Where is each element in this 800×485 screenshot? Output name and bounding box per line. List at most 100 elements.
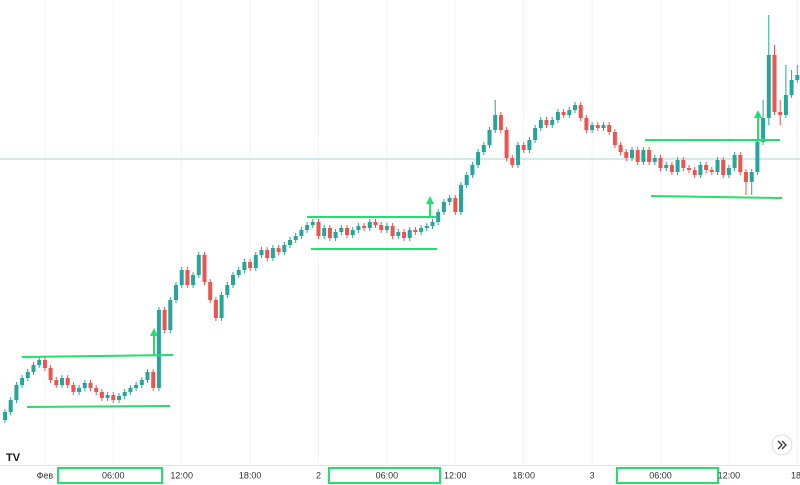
- candle-body: [732, 155, 737, 168]
- candle-body: [744, 172, 748, 182]
- candle-body: [647, 150, 652, 162]
- x-tick-label: 3: [590, 470, 595, 480]
- candle-body: [350, 230, 355, 235]
- scroll-button[interactable]: [771, 434, 793, 456]
- candle-body: [202, 255, 207, 282]
- candle-body: [156, 310, 161, 388]
- candle-body: [362, 226, 367, 228]
- candle-body: [185, 270, 190, 285]
- candle-body: [179, 270, 184, 285]
- candle-body: [652, 158, 657, 162]
- candle-body: [88, 383, 93, 388]
- x-tick-label: 18:00: [239, 470, 262, 480]
- candle-body: [624, 152, 629, 158]
- candle-body: [550, 120, 555, 125]
- candle-body: [481, 145, 486, 152]
- candle-body: [174, 285, 178, 300]
- candle-body: [390, 226, 395, 236]
- candle-body: [60, 378, 64, 385]
- candle-body: [669, 165, 674, 172]
- candle-body: [407, 230, 412, 238]
- logo-text: TV: [6, 452, 21, 464]
- candle-body: [231, 275, 235, 285]
- candle-body: [516, 145, 520, 165]
- candle-body: [219, 295, 224, 318]
- candle-body: [590, 125, 595, 130]
- candle-body: [384, 226, 389, 230]
- candle-body: [555, 112, 560, 120]
- candle-body: [607, 125, 612, 132]
- candle-body: [498, 115, 503, 130]
- candle-body: [709, 170, 714, 172]
- x-tick-label: 12:00: [718, 470, 741, 480]
- candle-body: [783, 95, 788, 115]
- candle-body: [77, 388, 82, 392]
- candle-body: [327, 228, 332, 238]
- x-tick-label: 18:: [791, 470, 800, 480]
- highlight-box: [57, 467, 163, 484]
- candle-body: [453, 198, 458, 212]
- candle-body: [692, 170, 697, 175]
- candle-body: [687, 168, 691, 170]
- candle-body: [584, 118, 589, 130]
- candle-body: [213, 300, 218, 318]
- candle-body: [248, 262, 253, 268]
- candle-body: [641, 150, 646, 162]
- candle-body: [367, 222, 372, 228]
- candle-body: [772, 55, 777, 112]
- annotations: [21, 110, 783, 408]
- x-tick-label: 12:00: [444, 470, 467, 480]
- candle-body: [299, 230, 304, 236]
- candle-body: [635, 150, 640, 162]
- x-tick-label: 06:00: [649, 470, 672, 480]
- candle-body: [82, 383, 87, 388]
- candle-body: [681, 160, 686, 168]
- arrow-head: [754, 110, 762, 118]
- x-tick-label: 06:00: [376, 470, 399, 480]
- candle-body: [487, 130, 492, 145]
- candle-body: [436, 212, 441, 222]
- candle-body: [419, 228, 424, 232]
- candle-body: [721, 160, 726, 175]
- arrow-head: [150, 328, 158, 336]
- candle-body: [305, 225, 310, 230]
- candle-body: [521, 145, 526, 150]
- candle-body: [538, 120, 543, 128]
- candle-body: [715, 160, 720, 172]
- candle-body: [789, 80, 794, 95]
- candle-body: [37, 360, 42, 365]
- range-line: [650, 195, 783, 199]
- highlight-box: [328, 467, 441, 484]
- candle-body: [533, 128, 538, 140]
- candle-body: [48, 368, 53, 380]
- highlight-box: [616, 467, 719, 484]
- candle-body: [476, 152, 481, 165]
- candle-body: [71, 385, 76, 392]
- candle-body: [373, 222, 378, 225]
- x-tick-label: 18:00: [512, 470, 535, 480]
- candle-body: [339, 228, 344, 232]
- candle-body: [738, 155, 743, 172]
- candle-body: [493, 115, 498, 130]
- candle-body: [253, 255, 258, 268]
- candle-body: [288, 240, 292, 245]
- candle-body: [333, 232, 338, 238]
- candle-body: [310, 222, 315, 225]
- candle-body: [208, 282, 213, 300]
- candle-body: [236, 270, 241, 275]
- x-labels: Фев 06:00 12:00 18:00 2 06:00 12:00 18:00 3 06:00…: [37, 470, 800, 480]
- candle-body: [459, 185, 463, 212]
- candle-body: [567, 110, 572, 115]
- candle-body: [162, 310, 167, 330]
- candle-body: [105, 395, 110, 398]
- candle-body: [3, 412, 7, 420]
- candle-body: [196, 255, 201, 275]
- button-icon[interactable]: [777, 440, 787, 450]
- candle-body: [544, 120, 549, 125]
- candles: [3, 15, 800, 423]
- candle-body: [704, 165, 709, 170]
- candle-body: [441, 202, 446, 212]
- candle-body: [379, 225, 384, 230]
